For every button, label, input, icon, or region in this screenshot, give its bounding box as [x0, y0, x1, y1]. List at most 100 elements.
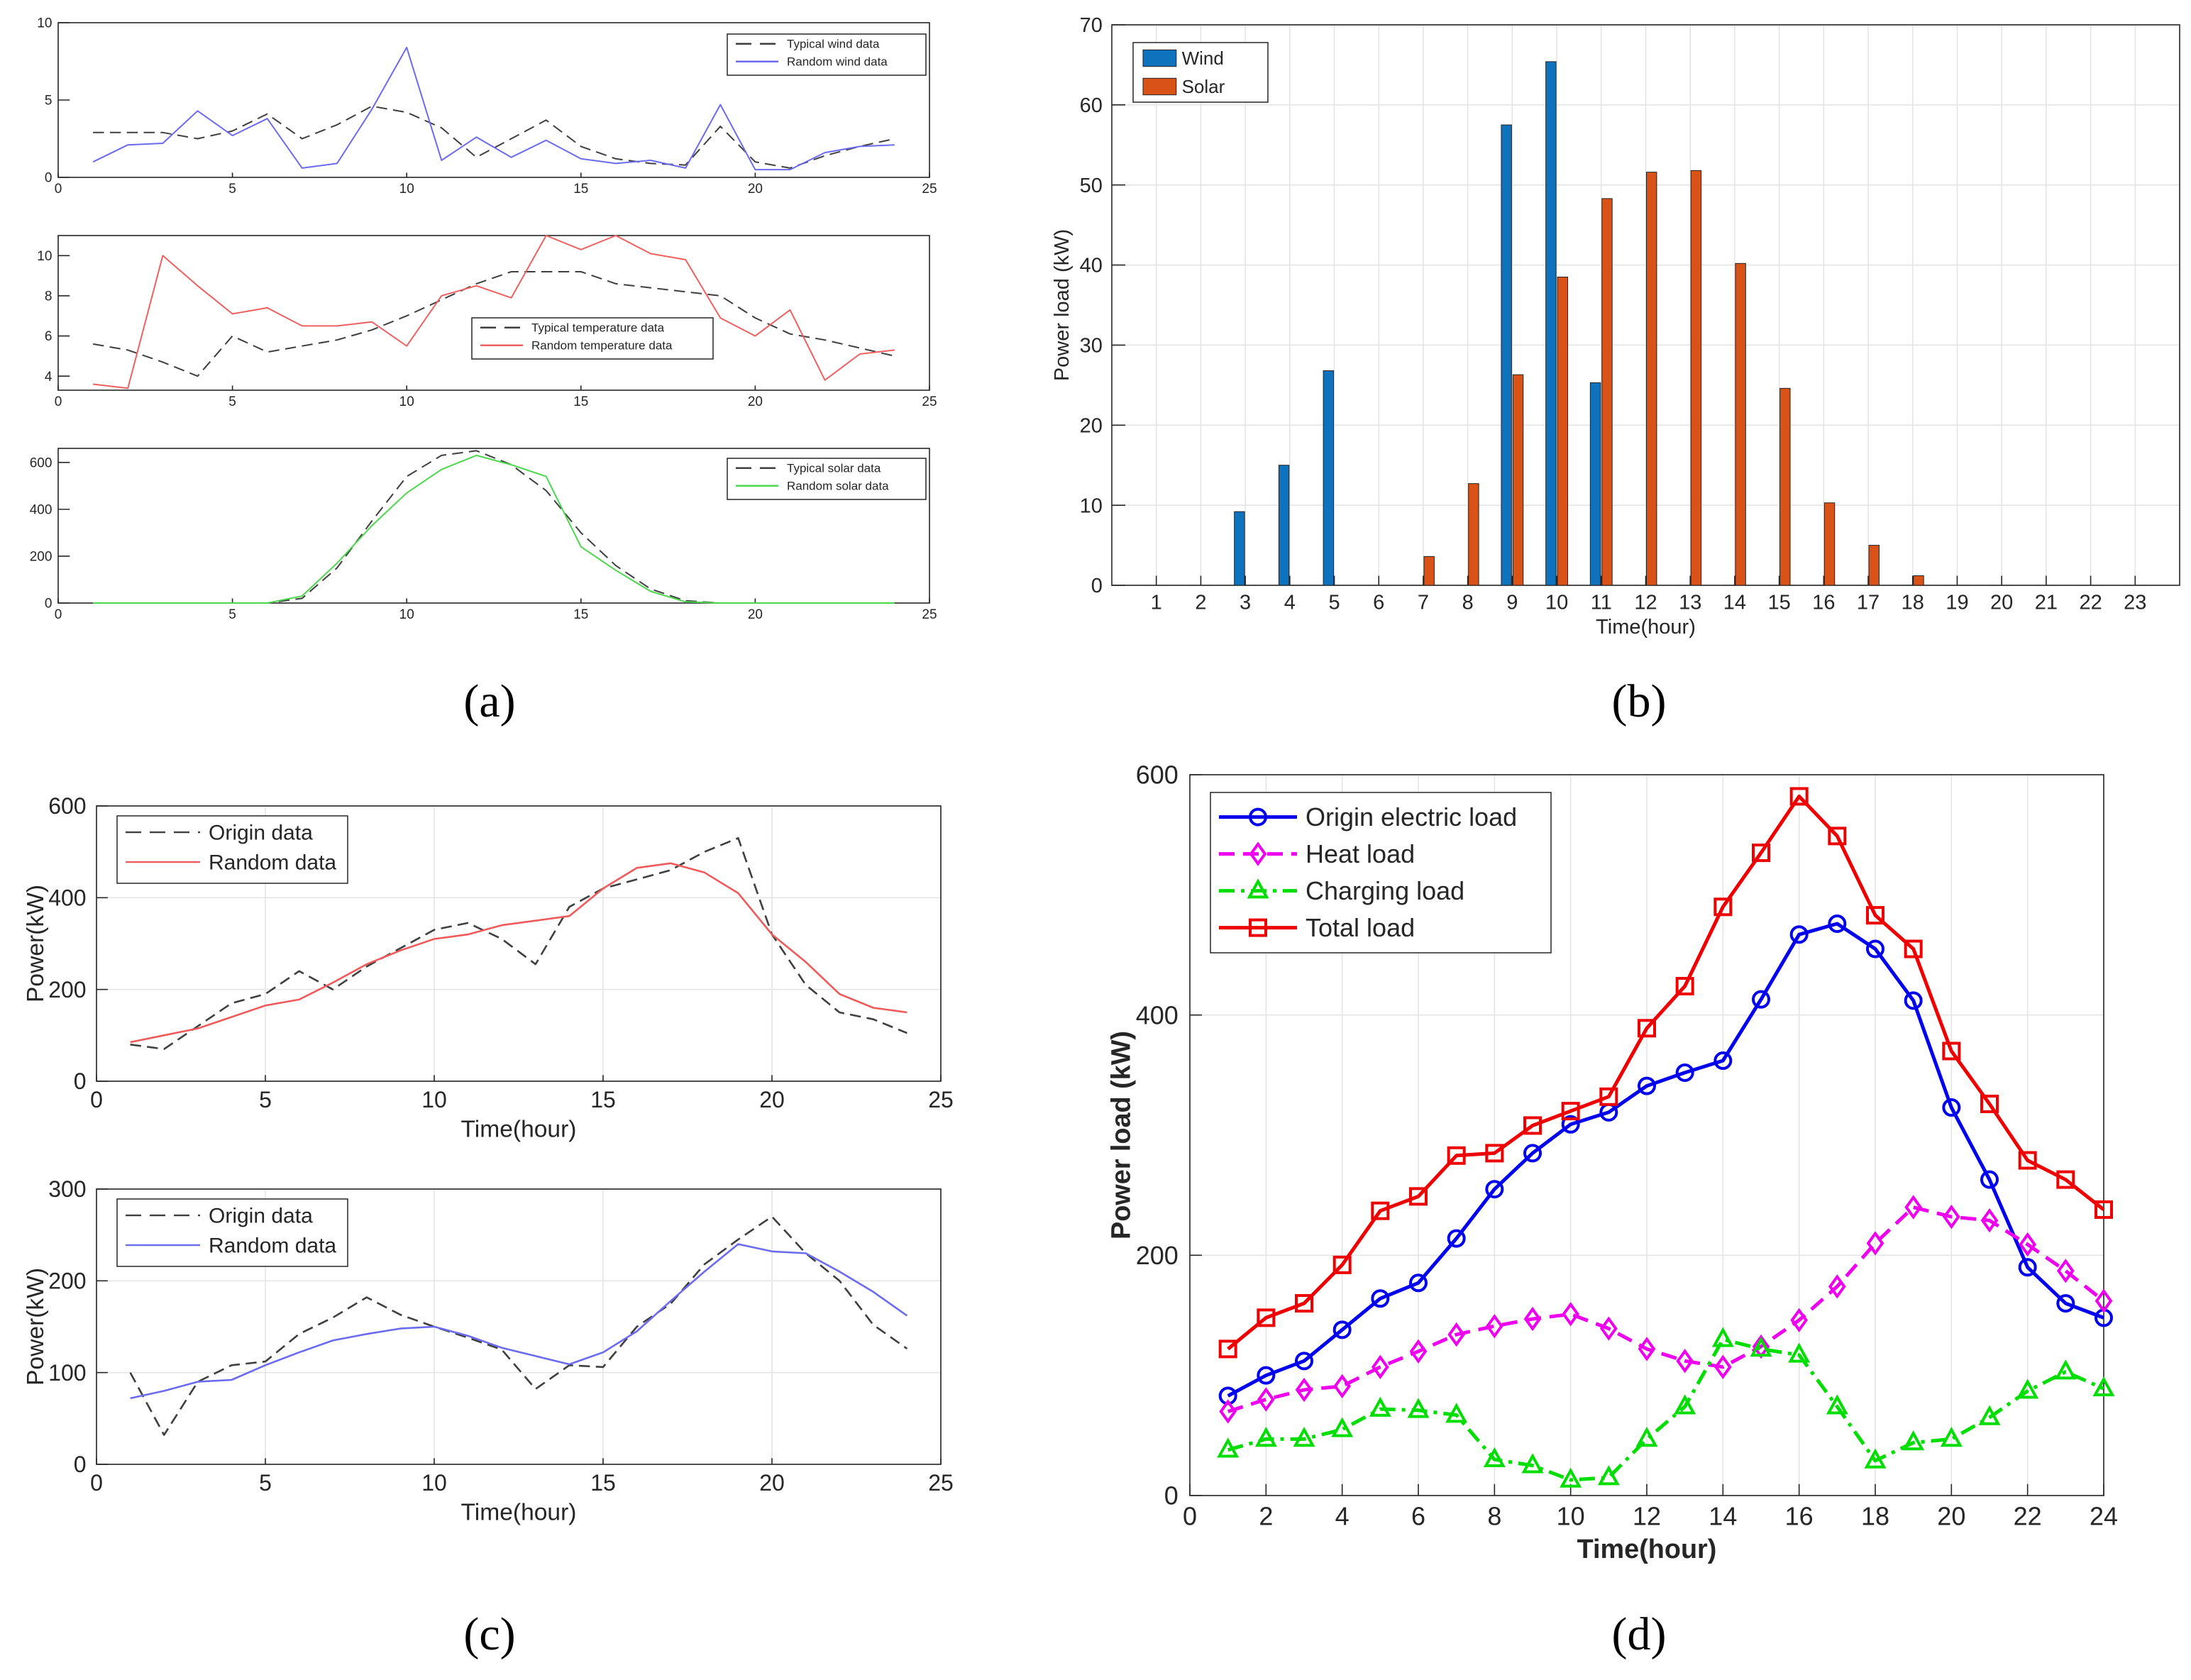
axes-box — [57, 448, 930, 604]
bar-solar-18 — [1913, 575, 1924, 586]
y-tick-label: 200 — [48, 977, 86, 1002]
data-point-triangle — [1711, 1327, 1734, 1347]
data-point-triangle — [2054, 1359, 2077, 1380]
data-point-circle — [1752, 990, 1770, 1009]
data-point-diamond — [2019, 1232, 2037, 1257]
data-point-circle — [1638, 1076, 1656, 1095]
x-tick-label: 10 — [1557, 1501, 1585, 1530]
data-point-diamond — [1638, 1337, 1656, 1361]
data-point-triangle — [1940, 1427, 1963, 1447]
data-point-circle — [1828, 914, 1847, 933]
x-tick-label: 7 — [1418, 591, 1429, 614]
bar-solar-14 — [1735, 262, 1746, 586]
legend-item: Random solar data — [736, 480, 889, 493]
data-point-triangle — [2016, 1378, 2039, 1399]
y-tick-label: 0 — [1091, 575, 1103, 597]
data-point-square — [1409, 1187, 1428, 1206]
x-tick-label: 0 — [55, 394, 62, 409]
x-tick-label: 15 — [1767, 591, 1790, 614]
x-tick-label: 10 — [399, 394, 414, 409]
y-tick-label: 300 — [48, 1176, 86, 1202]
data-point-square — [1332, 1255, 1352, 1274]
legend-label: Random data — [209, 851, 336, 875]
y-tick-label: 6 — [45, 329, 53, 344]
bar-wind-3 — [1234, 511, 1245, 586]
data-point-diamond — [1599, 1316, 1618, 1341]
x-tick-label: 15 — [573, 182, 588, 197]
data-point-square — [1713, 897, 1733, 917]
x-tick-label: 9 — [1506, 591, 1518, 614]
data-point-diamond — [1790, 1308, 1809, 1332]
data-point-triangle — [2092, 1376, 2115, 1397]
data-point-diamond — [1713, 1354, 1732, 1379]
legend-box — [471, 317, 714, 360]
data-point-diamond — [1562, 1302, 1580, 1327]
x-tick-label: 10 — [399, 182, 414, 197]
data-point-triangle — [1445, 1403, 1468, 1423]
bar-wind-10 — [1545, 61, 1557, 586]
legend: Typical solar data Random solar data — [727, 458, 927, 500]
legend: Typical temperature data Random temperatu… — [471, 317, 714, 360]
bar-solar-12 — [1646, 172, 1657, 586]
y-tick-label: 0 — [45, 171, 53, 186]
y-tick-label: 10 — [37, 249, 52, 264]
x-tick-label: 14 — [1709, 1501, 1737, 1530]
data-point-diamond — [1219, 1399, 1237, 1424]
legend-item: Solar — [1142, 76, 1225, 97]
data-point-triangle — [1750, 1337, 1772, 1357]
y-tick-label: 60 — [1080, 94, 1103, 117]
data-point-square — [1904, 939, 1923, 958]
x-tick-label: 20 — [748, 607, 763, 622]
x-tick-label: 0 — [90, 1087, 103, 1112]
x-tick-label: 10 — [421, 1470, 447, 1496]
series-line-origin-electric-load — [1227, 922, 2104, 1398]
x-tick-label: 20 — [748, 182, 763, 197]
y-tick-label: 200 — [1136, 1241, 1179, 1270]
bar-solar-7 — [1423, 556, 1435, 586]
y-tick-label: 30 — [1080, 335, 1103, 358]
axes-box — [96, 805, 942, 1082]
bar-solar-11 — [1601, 198, 1613, 586]
legend-item: Random data — [126, 1234, 336, 1258]
series-line-random-data — [130, 1243, 908, 1400]
x-tick-label: 18 — [1861, 1501, 1889, 1530]
y-tick-label: 600 — [48, 793, 86, 819]
data-point-triangle — [1483, 1447, 1506, 1467]
y-axis-label: Power load (kW) — [1106, 1031, 1136, 1239]
y-tick-label: 600 — [1136, 761, 1179, 790]
data-point-triangle — [1635, 1427, 1658, 1447]
y-tick-label: 200 — [48, 1269, 86, 1294]
x-axis-label: Time(hour) — [1577, 1535, 1717, 1564]
data-point-triangle — [1788, 1342, 1811, 1363]
x-tick-label: 10 — [399, 607, 414, 622]
data-point-circle — [1332, 1320, 1352, 1339]
data-point-circle — [1980, 1170, 1999, 1189]
x-tick-label: 22 — [2079, 591, 2102, 614]
data-point-square — [2095, 1200, 2113, 1219]
y-tick-label: 200 — [30, 550, 53, 565]
data-point-square — [1942, 1041, 1961, 1061]
legend: Wind Solar — [1132, 42, 1269, 103]
y-tick-label: 5 — [45, 94, 53, 109]
x-axis-label: Time(hour) — [461, 1116, 577, 1142]
bar-solar-15 — [1779, 387, 1791, 586]
x-tick-label: 24 — [2090, 1501, 2118, 1530]
legend-label: Total load — [1306, 913, 1415, 942]
legend: Typical wind data Random wind data — [727, 33, 927, 76]
data-point-square — [1249, 918, 1267, 937]
data-point-diamond — [1249, 841, 1267, 866]
x-tick-label: 5 — [228, 394, 236, 409]
legend-box — [727, 458, 927, 500]
series-line-typical-wind-data — [93, 105, 895, 169]
data-point-circle — [1713, 1051, 1733, 1071]
axes-box — [57, 235, 930, 391]
bar-solar-9 — [1512, 374, 1524, 586]
x-tick-label: 1 — [1151, 591, 1162, 614]
y-axis-label: Power(kW) — [23, 885, 49, 1002]
data-point-triangle — [1826, 1394, 1848, 1415]
data-point-circle — [1561, 1115, 1580, 1134]
legend-swatch — [1142, 77, 1177, 96]
x-axis-label: Time(hour) — [1596, 616, 1696, 639]
x-tick-label: 10 — [1545, 591, 1568, 614]
